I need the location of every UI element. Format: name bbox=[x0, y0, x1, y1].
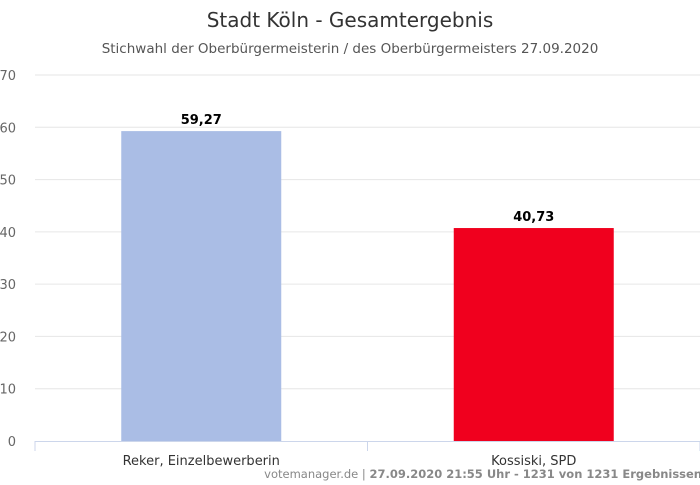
y-tick-label: 30 bbox=[0, 278, 16, 293]
chart-title: Stadt Köln - Gesamtergebnis bbox=[206, 8, 494, 32]
data-label: 40,73 bbox=[513, 210, 554, 225]
y-tick-label: 50 bbox=[0, 174, 16, 189]
credit-detail: 27.09.2020 21:55 Uhr - 1231 von 1231 Erg… bbox=[369, 467, 700, 481]
bar bbox=[453, 228, 614, 441]
credit-text[interactable]: votemanager.de | 27.09.2020 21:55 Uhr - … bbox=[264, 467, 700, 481]
y-tick-label: 60 bbox=[0, 121, 16, 136]
y-tick-label: 20 bbox=[0, 330, 16, 345]
y-tick-label: 70 bbox=[0, 69, 16, 84]
x-tick-label: Reker, Einzelbewerberin bbox=[123, 454, 280, 469]
chart-subtitle: Stichwahl der Oberbürgermeisterin / des … bbox=[101, 41, 599, 57]
y-tick-label: 0 bbox=[8, 435, 16, 450]
bar bbox=[121, 131, 282, 441]
y-tick-label: 40 bbox=[0, 226, 16, 241]
credit-source[interactable]: votemanager.de | bbox=[264, 467, 366, 481]
x-tick-label: Kossiski, SPD bbox=[491, 454, 576, 469]
y-tick-label: 10 bbox=[0, 383, 16, 398]
data-label: 59,27 bbox=[181, 113, 222, 128]
